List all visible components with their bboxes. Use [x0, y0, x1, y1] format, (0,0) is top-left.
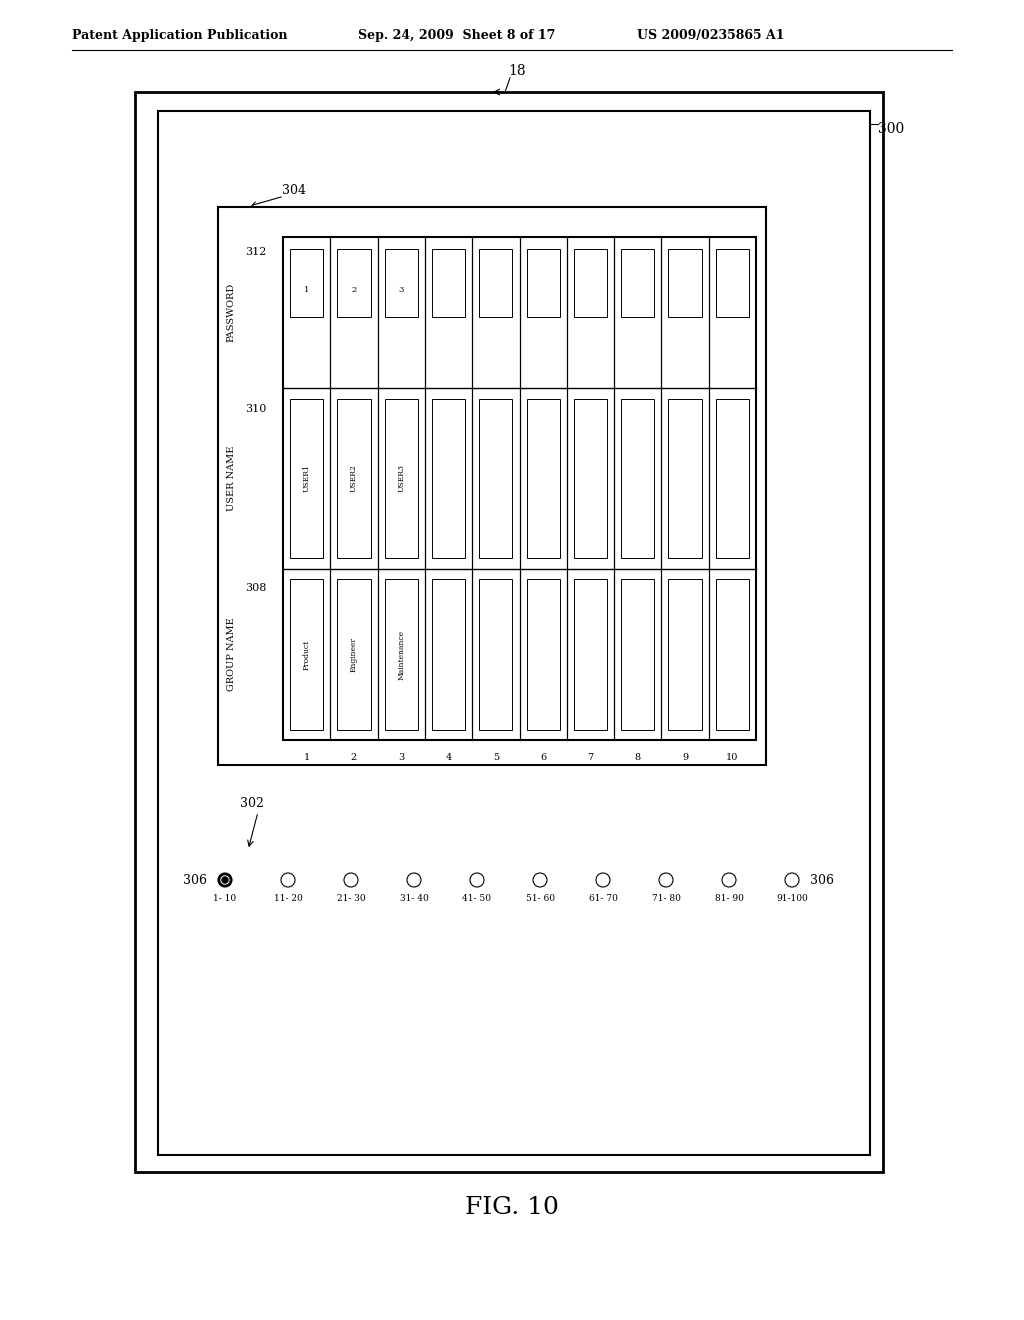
Text: 6: 6 — [540, 754, 546, 763]
Bar — [337, 579, 371, 730]
Bar — [432, 399, 465, 558]
Text: GROUP NAME: GROUP NAME — [226, 618, 236, 692]
Text: 9: 9 — [682, 754, 688, 763]
Text: 304: 304 — [282, 183, 306, 197]
Bar — [385, 399, 418, 558]
Text: 1: 1 — [303, 754, 310, 763]
Text: FIG. 10: FIG. 10 — [465, 1196, 559, 1220]
Bar — [283, 238, 756, 741]
Text: USER1: USER1 — [303, 465, 310, 492]
Text: 61- 70: 61- 70 — [589, 894, 617, 903]
Text: 1: 1 — [304, 286, 309, 294]
Bar — [622, 579, 654, 730]
Bar — [432, 249, 465, 317]
Text: 3: 3 — [398, 286, 403, 294]
Text: 11- 20: 11- 20 — [273, 894, 302, 903]
Bar — [669, 399, 701, 558]
Bar — [716, 399, 749, 558]
Text: 312: 312 — [245, 247, 266, 257]
Circle shape — [218, 873, 232, 887]
Bar — [158, 111, 870, 1155]
Text: 91-100: 91-100 — [776, 894, 808, 903]
Bar — [573, 249, 607, 317]
Bar — [385, 249, 418, 317]
Text: 2: 2 — [351, 286, 356, 294]
Text: 5: 5 — [493, 754, 499, 763]
Text: 21- 30: 21- 30 — [337, 894, 366, 903]
Text: 1- 10: 1- 10 — [213, 894, 237, 903]
Text: 51- 60: 51- 60 — [525, 894, 555, 903]
Text: USER NAME: USER NAME — [226, 446, 236, 511]
Circle shape — [222, 876, 228, 883]
Bar — [290, 579, 324, 730]
Text: 81- 90: 81- 90 — [715, 894, 743, 903]
Bar — [622, 399, 654, 558]
Bar — [218, 207, 766, 766]
Text: Maintenance: Maintenance — [397, 630, 406, 680]
Bar — [479, 579, 512, 730]
Bar — [385, 579, 418, 730]
Text: 300: 300 — [878, 121, 904, 136]
Bar — [337, 249, 371, 317]
Bar — [573, 579, 607, 730]
Text: 31- 40: 31- 40 — [399, 894, 428, 903]
Text: 3: 3 — [398, 754, 404, 763]
Bar — [135, 92, 883, 1172]
Bar — [669, 579, 701, 730]
Circle shape — [221, 876, 229, 884]
Text: 302: 302 — [240, 797, 264, 810]
Text: 71- 80: 71- 80 — [651, 894, 680, 903]
Text: USER3: USER3 — [397, 465, 406, 492]
Bar — [290, 399, 324, 558]
Text: 306: 306 — [183, 874, 207, 887]
Bar — [290, 249, 324, 317]
Bar — [526, 579, 560, 730]
Bar — [526, 249, 560, 317]
Text: USER2: USER2 — [350, 465, 358, 492]
Text: 306: 306 — [810, 874, 834, 887]
Bar — [716, 249, 749, 317]
Bar — [337, 399, 371, 558]
Bar — [526, 399, 560, 558]
Bar — [716, 579, 749, 730]
Text: 10: 10 — [726, 754, 738, 763]
Text: Engineer: Engineer — [350, 638, 358, 672]
Text: US 2009/0235865 A1: US 2009/0235865 A1 — [637, 29, 784, 41]
Bar — [432, 579, 465, 730]
Text: Patent Application Publication: Patent Application Publication — [72, 29, 288, 41]
Text: 4: 4 — [445, 754, 452, 763]
Text: 18: 18 — [508, 63, 525, 78]
Text: Product: Product — [303, 639, 310, 669]
Text: Sep. 24, 2009  Sheet 8 of 17: Sep. 24, 2009 Sheet 8 of 17 — [358, 29, 555, 41]
Text: 308: 308 — [245, 583, 266, 593]
Bar — [669, 249, 701, 317]
Bar — [479, 249, 512, 317]
Text: 8: 8 — [635, 754, 641, 763]
Bar — [479, 399, 512, 558]
Text: 2: 2 — [351, 754, 357, 763]
Bar — [622, 249, 654, 317]
Text: 7: 7 — [588, 754, 594, 763]
Bar — [573, 399, 607, 558]
Text: 310: 310 — [245, 404, 266, 414]
Text: 41- 50: 41- 50 — [463, 894, 492, 903]
Text: PASSWORD: PASSWORD — [226, 282, 236, 342]
